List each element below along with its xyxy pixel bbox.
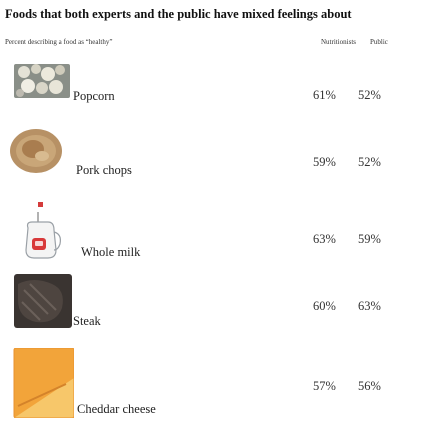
nutritionists-value: 63% <box>313 232 336 246</box>
column-header-public: Public <box>370 38 388 46</box>
nutritionists-value: 57% <box>313 379 336 393</box>
milk-jug-image <box>25 202 61 259</box>
food-label: Cheddar cheese <box>77 402 156 416</box>
public-value: 59% <box>358 232 381 246</box>
table-row: Popcorn 61% 52% <box>0 56 429 146</box>
table-row: Cheddar cheese 57% 56% <box>0 344 429 434</box>
public-value: 52% <box>358 88 381 102</box>
food-label: Popcorn <box>73 89 115 103</box>
public-value: 63% <box>358 299 381 313</box>
nutritionists-value: 61% <box>313 88 336 102</box>
nutritionists-value: 60% <box>313 299 336 313</box>
column-header-nutritionists: Nutritionists <box>321 38 357 46</box>
public-value: 56% <box>358 379 381 393</box>
public-value: 52% <box>358 155 381 169</box>
table-row: Pork chops 59% 52% <box>0 123 429 213</box>
nutritionists-value: 59% <box>313 155 336 169</box>
food-label: Whole milk <box>81 245 141 259</box>
table-row: Steak 60% 63% <box>0 270 429 360</box>
food-label: Steak <box>73 314 101 328</box>
steak-image <box>14 274 72 328</box>
table-row: Whole milk 63% 59% <box>0 200 429 290</box>
cheddar-cheese-image <box>13 348 74 418</box>
chart-title: Foods that both experts and the public h… <box>5 7 352 21</box>
pork-chop-image <box>10 129 62 173</box>
food-label: Pork chops <box>76 163 132 177</box>
popcorn-image <box>14 64 70 98</box>
chart-subtitle: Percent describing a food as “healthy” <box>5 38 113 46</box>
